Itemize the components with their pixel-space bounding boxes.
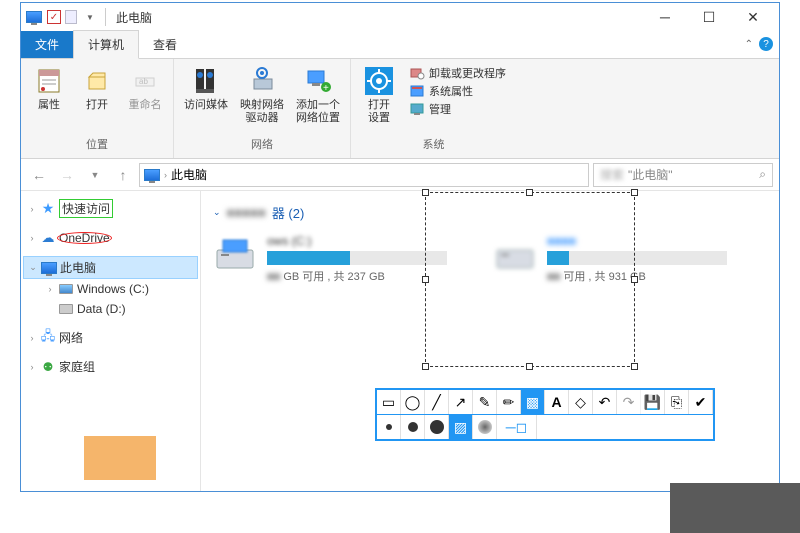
tool-line-icon[interactable]: ╱ (425, 390, 449, 414)
address-bar[interactable]: › 此电脑 (139, 163, 589, 187)
tool-eraser-icon[interactable]: ◇ (569, 390, 593, 414)
forward-button[interactable]: → (55, 163, 79, 187)
tool-ellipse-icon[interactable]: ◯ (401, 390, 425, 414)
watermark (670, 483, 800, 533)
open-button[interactable]: 打开 (77, 63, 117, 114)
tab-computer[interactable]: 计算机 (73, 30, 139, 59)
drive-d[interactable]: ■■■■ ■■ 可用 , 共 931 GB (493, 234, 733, 284)
rename-button[interactable]: ab 重命名 (125, 63, 165, 114)
open-settings-button[interactable]: 打开 设置 (359, 63, 399, 127)
tree-homegroup[interactable]: ›⚉ 家庭组 (23, 356, 198, 377)
tool-mosaic-icon[interactable]: ▩ (521, 390, 545, 414)
tab-file[interactable]: 文件 (21, 31, 73, 58)
tool-undo-icon[interactable]: ↶ (593, 390, 617, 414)
titlebar: ✓ ▼ 此电脑 ─ ☐ ✕ (21, 3, 779, 31)
tool-marker-icon[interactable]: ✏ (497, 390, 521, 414)
window-title: 此电脑 (116, 9, 152, 26)
pc-icon (25, 8, 43, 26)
uninstall-programs-button[interactable]: 卸载或更改程序 (409, 65, 506, 81)
map-drive-button[interactable]: 映射网络 驱动器 (238, 63, 286, 127)
svg-text:+: + (323, 83, 329, 94)
add-network-location-button[interactable]: + 添加一个 网络位置 (294, 63, 342, 127)
size-small-icon[interactable] (377, 415, 401, 439)
tab-view[interactable]: 查看 (139, 31, 191, 58)
size-large-icon[interactable] (425, 415, 449, 439)
pattern-shape-icon[interactable]: ─◻ (497, 415, 537, 439)
pattern-hatch-icon[interactable]: ▨ (449, 415, 473, 439)
pattern-blur-icon[interactable] (473, 415, 497, 439)
ribbon-tabs: 文件 计算机 查看 ⌃ ? (21, 31, 779, 59)
properties-button[interactable]: 属性 (29, 63, 69, 114)
back-button[interactable]: ← (27, 163, 51, 187)
doc-icon[interactable] (65, 10, 77, 24)
checkbox-icon[interactable]: ✓ (47, 10, 61, 24)
search-icon: ⌕ (759, 167, 766, 182)
pc-icon (144, 169, 160, 181)
tree-quick-access[interactable]: ›★ 快速访问 (23, 197, 198, 220)
ribbon-group-network: 访问媒体 映射网络 驱动器 + 添加一个 网络位置 网络 (174, 59, 351, 158)
close-button[interactable]: ✕ (731, 3, 775, 31)
annotation-box (84, 436, 156, 480)
access-media-button[interactable]: 访问媒体 (182, 63, 230, 114)
search-input[interactable]: 搜索 "此电脑" ⌕ (593, 163, 773, 187)
tool-copy-icon[interactable]: ⎘ (665, 390, 689, 414)
up-button[interactable]: ↑ (111, 163, 135, 187)
ribbon: 属性 打开 ab 重命名 位置 访问媒体 (21, 59, 779, 159)
tree-this-pc[interactable]: ⌄ 此电脑 (23, 256, 198, 279)
tool-redo-icon[interactable]: ↷ (617, 390, 641, 414)
tool-rect-icon[interactable]: ▭ (377, 390, 401, 414)
tool-arrow-icon[interactable]: ↗ (449, 390, 473, 414)
ribbon-group-location: 属性 打开 ab 重命名 位置 (21, 59, 174, 158)
tool-done-icon[interactable]: ✔ (689, 390, 713, 414)
manage-button[interactable]: 管理 (409, 101, 506, 117)
recent-button[interactable]: ▼ (83, 163, 107, 187)
tree-drive-d[interactable]: Data (D:) (23, 299, 198, 319)
minimize-button[interactable]: ─ (643, 3, 687, 31)
section-header[interactable]: ⌄ ■■■■■ 器 (2) (213, 199, 767, 226)
tool-text-icon[interactable]: A (545, 390, 569, 414)
ribbon-group-system: 打开 设置 卸载或更改程序 系统属性 管理 (351, 59, 516, 158)
help-icon[interactable]: ? (759, 37, 773, 51)
size-med-icon[interactable] (401, 415, 425, 439)
snip-toolbar: ▭ ◯ ╱ ↗ ✎ ✏ ▩ A ◇ ↶ ↷ 💾 ⎘ ✔ ▨ ─◻ (375, 388, 715, 441)
tree-drive-c[interactable]: › Windows (C:) (23, 279, 198, 299)
tool-pencil-icon[interactable]: ✎ (473, 390, 497, 414)
system-properties-button[interactable]: 系统属性 (409, 83, 506, 99)
drive-c[interactable]: ows (C:) ■■ GB 可用 , 共 237 GB (213, 234, 453, 284)
svg-text:ab: ab (139, 77, 148, 86)
content-pane: ⌄ ■■■■■ 器 (2) ows (C:) ■■ GB 可用 , 共 237 … (201, 191, 779, 491)
quick-access-toolbar: ✓ ▼ (25, 8, 99, 26)
nav-bar: ← → ▼ ↑ › 此电脑 搜索 "此电脑" ⌕ (21, 159, 779, 191)
tool-save-icon[interactable]: 💾 (641, 390, 665, 414)
maximize-button[interactable]: ☐ (687, 3, 731, 31)
collapse-ribbon-icon[interactable]: ⌃ (745, 39, 753, 50)
dropdown-icon[interactable]: ▼ (81, 8, 99, 26)
tree-network[interactable]: ›🖧 网络 (23, 327, 198, 348)
tree-onedrive[interactable]: ›☁ OneDrive (23, 228, 198, 248)
